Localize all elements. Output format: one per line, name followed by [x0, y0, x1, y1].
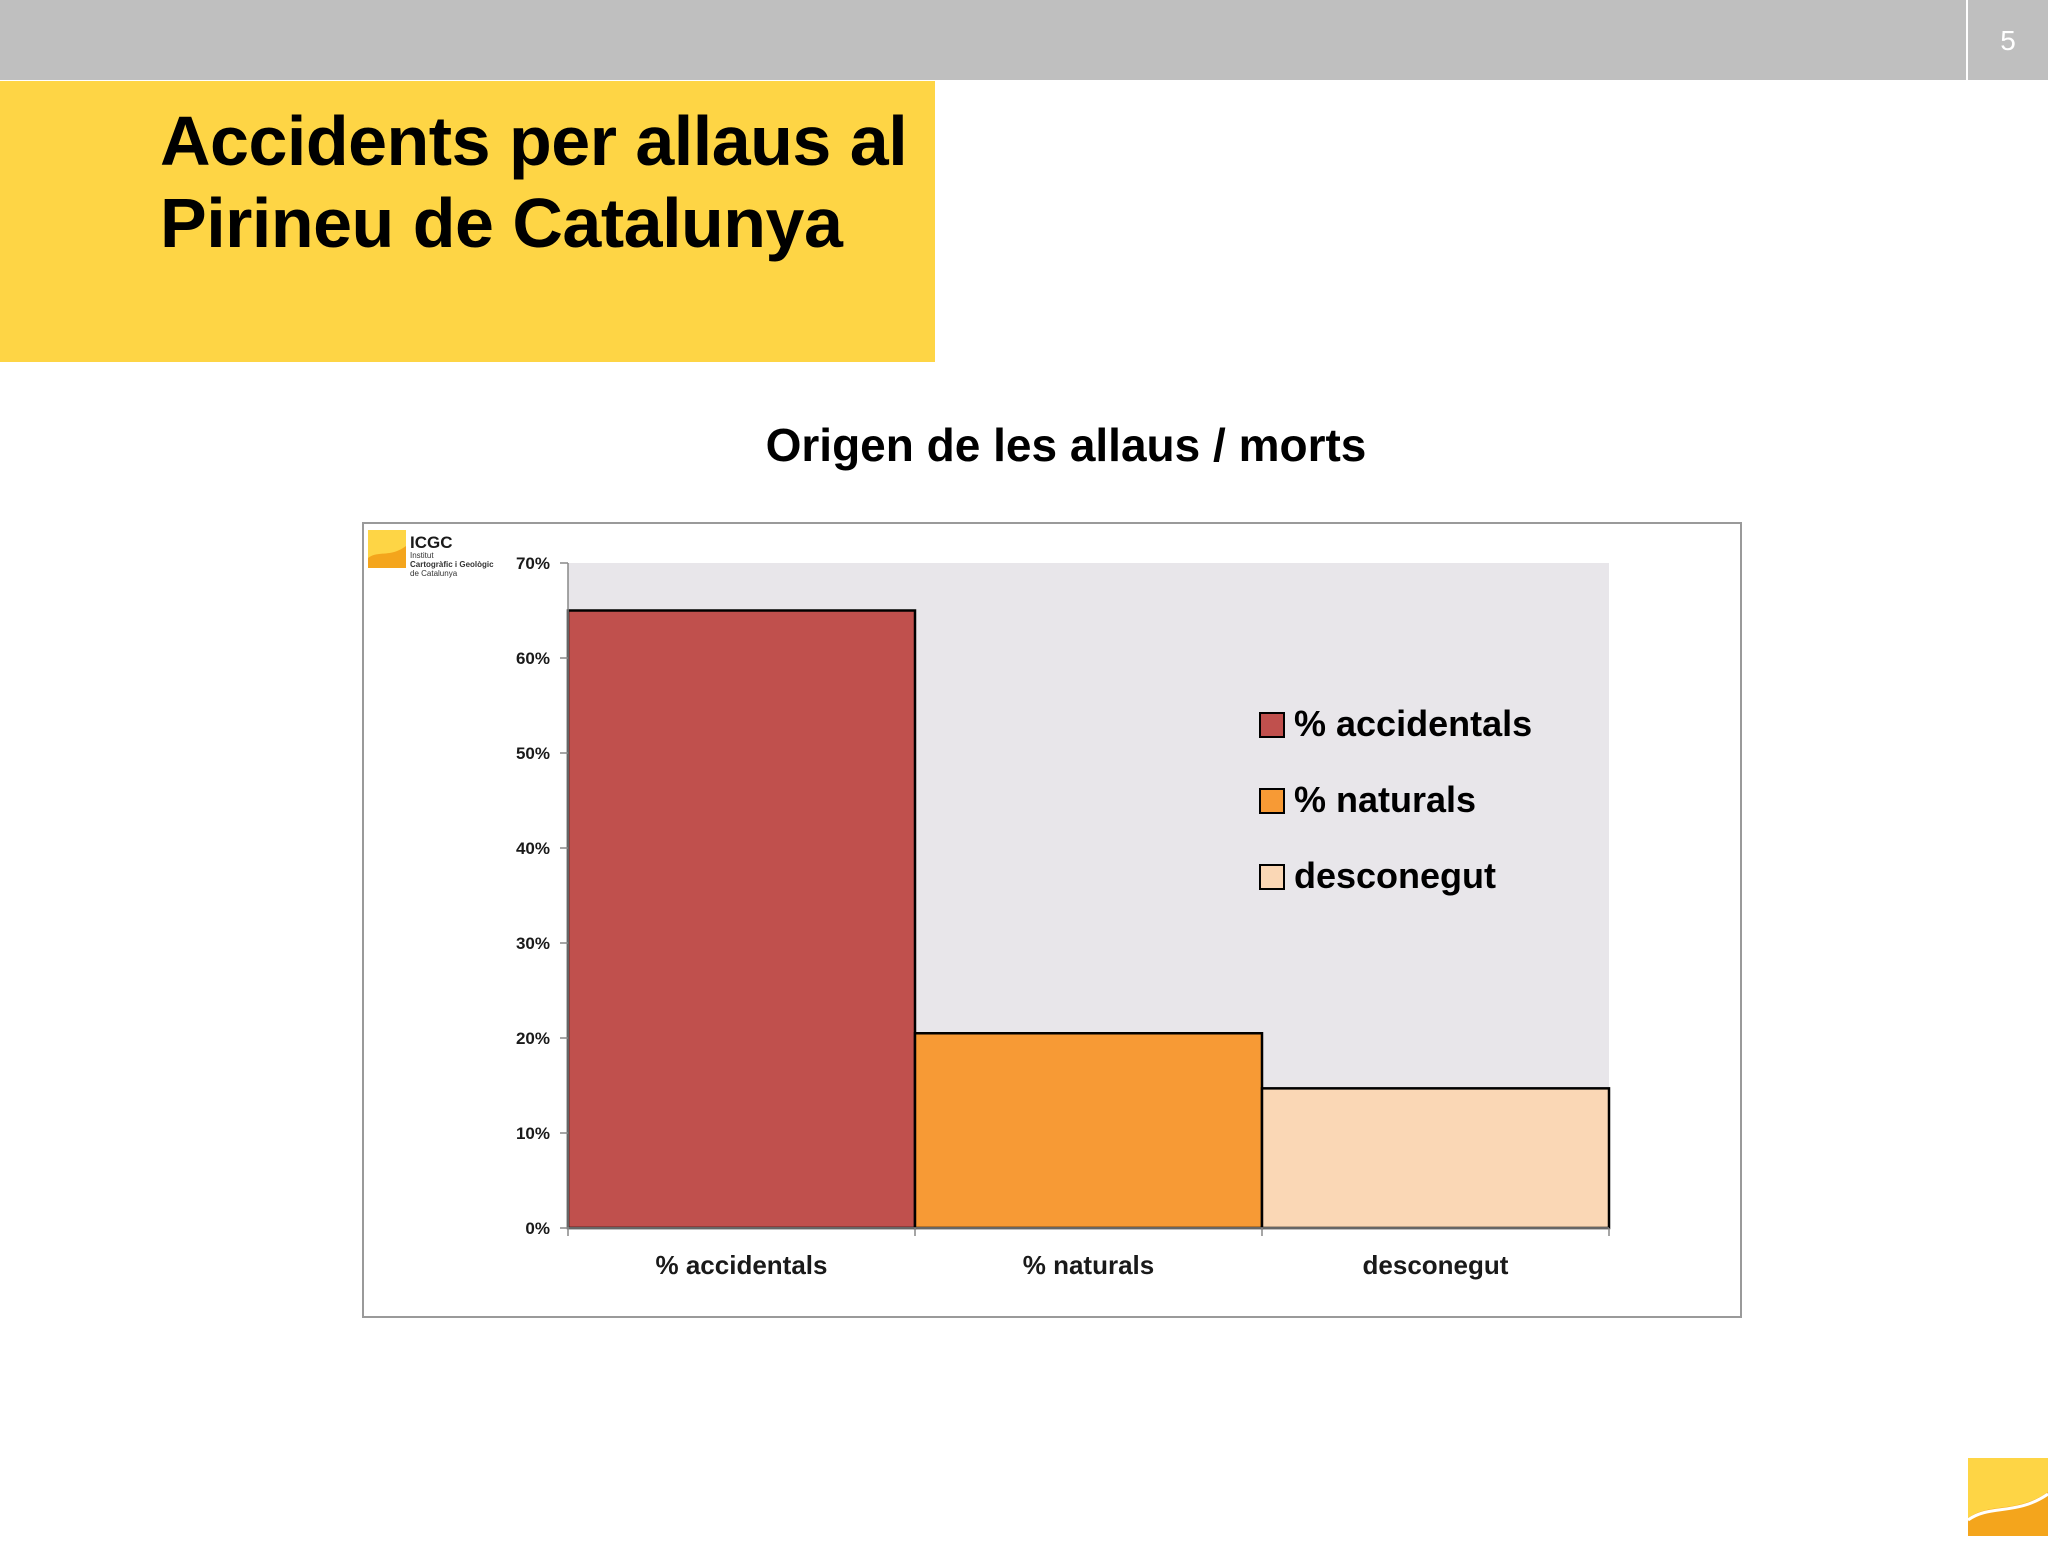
logo-subtitle-line3: de Catalunya [410, 569, 458, 578]
chart-title: Origen de les allaus / morts [765, 419, 1367, 471]
y-tick-label: 50% [516, 744, 550, 763]
logo-name: ICGC [410, 533, 453, 552]
legend-label: % accidentals [1294, 703, 1532, 744]
legend-label: % naturals [1294, 779, 1476, 820]
x-tick-label: % naturals [1023, 1250, 1155, 1280]
x-tick-label: % accidentals [656, 1250, 828, 1280]
y-tick-label: 30% [516, 934, 550, 953]
page-number: 5 [2000, 25, 2016, 56]
y-tick-label: 70% [516, 554, 550, 573]
y-tick-label: 40% [516, 839, 550, 858]
legend-swatch [1259, 712, 1285, 738]
y-tick-label: 60% [516, 649, 550, 668]
title-box [0, 81, 935, 362]
logo-subtitle-line2: Cartogràfic i Geològic [410, 560, 494, 569]
bar-1 [566, 609, 917, 1230]
top-bar-divider [1966, 0, 1968, 80]
logo-subtitle: Institut Cartogràfic i Geològic de Catal… [410, 551, 494, 578]
bar-3 [1260, 1087, 1611, 1230]
slide-title: Accidents per allaus al Pirineu de Catal… [160, 102, 908, 262]
y-tick-label: 20% [516, 1029, 550, 1048]
icgc-logo: ICGC Institut Cartogràfic i Geològic de … [368, 530, 528, 594]
icgc-logo-icon [368, 530, 406, 568]
y-tick-label: 10% [516, 1124, 550, 1143]
legend-swatch [1259, 788, 1285, 814]
legend-label: desconegut [1294, 855, 1496, 896]
legend-swatch [1259, 864, 1285, 890]
corner-logo-mark [1967, 1458, 2048, 1536]
logo-subtitle-line1: Institut [410, 551, 434, 560]
x-tick-label: desconegut [1363, 1250, 1509, 1280]
y-tick-label: 0% [525, 1219, 550, 1238]
top-bar [0, 0, 2048, 80]
bar-2 [913, 1032, 1264, 1230]
